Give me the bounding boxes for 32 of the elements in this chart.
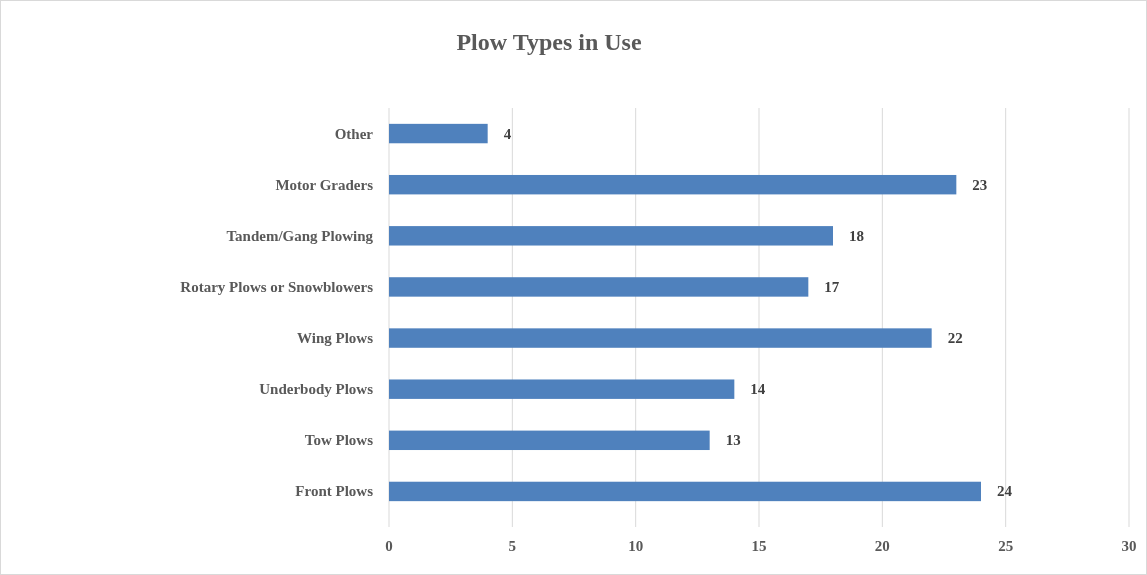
- y-tick-label: Tandem/Gang Plowing: [226, 227, 374, 244]
- bar: [389, 174, 957, 195]
- bar: [389, 123, 488, 144]
- data-label: 14: [750, 381, 766, 398]
- x-tick-label: 25: [998, 538, 1014, 554]
- data-label: 23: [972, 176, 988, 193]
- bar: [389, 481, 981, 502]
- data-label: 17: [824, 278, 840, 295]
- y-tick-label: Underbody Plows: [259, 381, 374, 398]
- y-tick-label: Rotary Plows or Snowblowers: [180, 278, 374, 295]
- bar: [389, 328, 932, 348]
- bar: [389, 430, 710, 451]
- x-tick-label: 15: [751, 538, 767, 554]
- data-label: 13: [725, 432, 741, 449]
- y-tick-label: Wing Plows: [297, 330, 374, 347]
- y-tick-label: Other: [334, 125, 374, 142]
- data-label: 18: [849, 227, 864, 244]
- data-label: 22: [947, 330, 963, 347]
- y-tick-label: Motor Graders: [275, 176, 374, 193]
- y-tick-label: Front Plows: [295, 483, 374, 500]
- x-tick-label: 10: [628, 538, 644, 554]
- data-label: 24: [997, 483, 1013, 500]
- data-label: 4: [503, 125, 512, 142]
- x-tick-label: 30: [1121, 538, 1137, 554]
- y-tick-label: Tow Plows: [304, 432, 374, 449]
- x-tick-label: 20: [874, 538, 890, 554]
- chart-title: Plow Types in Use: [456, 29, 642, 55]
- x-tick-label: 0: [385, 538, 393, 554]
- x-tick-label: 5: [508, 538, 517, 554]
- bar: [389, 277, 809, 297]
- bar: [389, 379, 735, 399]
- bar: [389, 226, 833, 246]
